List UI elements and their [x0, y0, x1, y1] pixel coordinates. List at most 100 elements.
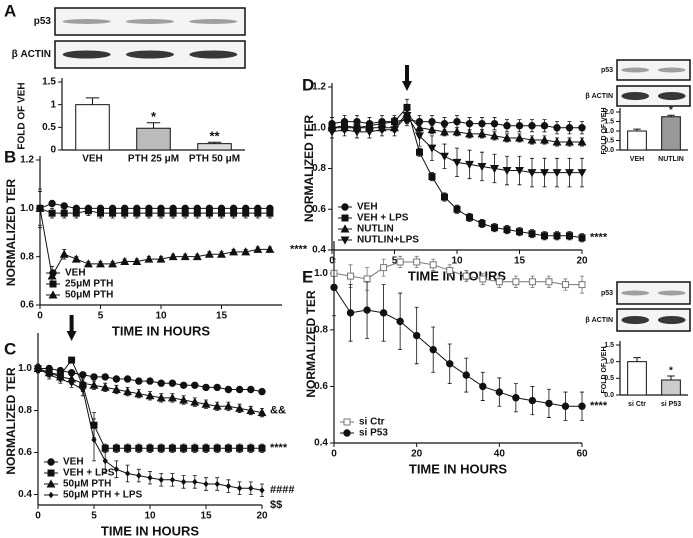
marker: [191, 381, 199, 389]
y-tick-label: 0.4: [312, 245, 326, 256]
x-tick-label: VEH: [630, 156, 644, 163]
marker: [396, 317, 404, 326]
marker: [540, 169, 549, 178]
marker: [440, 152, 449, 161]
marker: [157, 379, 165, 387]
significance: ####: [270, 484, 294, 496]
blot-band: [657, 92, 686, 100]
error-bar: [667, 114, 675, 117]
marker: [429, 261, 437, 269]
y-tick-label: 1.5: [604, 118, 614, 125]
marker: [462, 371, 470, 379]
marker: [465, 160, 474, 170]
marker: [453, 117, 461, 126]
marker: [83, 259, 93, 268]
legend-marker: [340, 224, 350, 233]
marker: [540, 122, 549, 130]
marker: [465, 129, 474, 138]
significance: *: [669, 366, 673, 377]
blot-band: [125, 50, 175, 59]
bar: [627, 361, 647, 396]
marker: [236, 484, 243, 492]
blot-label: p53: [601, 67, 613, 74]
marker: [490, 165, 499, 174]
marker: [204, 249, 214, 258]
y-tick-label: 0.6: [18, 447, 32, 458]
x-tick-label: 10: [451, 256, 463, 267]
x-axis-label: TIME IN HOURS: [409, 461, 508, 476]
legend-label: VEH + LPS: [357, 213, 409, 224]
blot-band: [62, 19, 111, 24]
marker: [379, 309, 388, 317]
y-tick-label: 0.6: [314, 381, 328, 392]
marker: [193, 209, 201, 217]
marker: [340, 126, 349, 135]
marker: [552, 169, 562, 178]
marker: [466, 213, 473, 221]
error-bar: [633, 357, 641, 362]
marker: [363, 275, 371, 283]
marker: [167, 393, 177, 402]
marker: [97, 209, 104, 217]
marker: [516, 228, 523, 236]
blot-band: [657, 316, 686, 324]
marker: [168, 379, 177, 387]
marker: [413, 258, 421, 266]
marker: [446, 360, 454, 368]
x-tick-label: 60: [576, 449, 588, 460]
marker: [230, 209, 238, 217]
blot-band: [657, 290, 686, 296]
legend-label: 50μM PTH: [63, 479, 111, 490]
blot: [616, 281, 691, 305]
marker: [80, 386, 86, 393]
marker: [440, 119, 449, 128]
legend-label: VEH: [63, 457, 84, 468]
marker: [123, 386, 133, 396]
legend-marker: [341, 203, 349, 211]
marker: [35, 203, 45, 212]
significance: *: [151, 109, 157, 124]
panel-letter: B: [4, 147, 16, 166]
marker: [495, 388, 504, 396]
blot-band: [621, 92, 650, 100]
significance: ****: [270, 442, 288, 454]
marker: [515, 167, 524, 176]
y-tick-label: 2.0: [604, 109, 614, 116]
significance: $$: [270, 499, 282, 511]
marker: [145, 391, 155, 400]
marker: [48, 199, 56, 208]
marker: [561, 402, 570, 410]
marker: [266, 209, 274, 217]
marker: [192, 252, 202, 261]
marker: [135, 377, 143, 385]
marker: [477, 162, 487, 172]
legend-label: si P53: [359, 428, 388, 439]
x-tick-label: 20: [411, 449, 423, 460]
blot: [616, 59, 691, 81]
legend-label: 50μM PTH: [65, 290, 113, 301]
marker: [453, 205, 461, 213]
x-tick-label: 10: [155, 311, 167, 322]
error-bar: [85, 97, 100, 105]
marker: [427, 125, 437, 134]
legend-marker: [47, 469, 55, 477]
x-tick-label: 5: [98, 311, 104, 322]
marker: [59, 249, 69, 258]
bar: [136, 127, 171, 151]
marker: [565, 137, 574, 146]
marker: [181, 209, 189, 217]
y-tick-label: 0.0: [604, 147, 614, 154]
blot-band: [189, 50, 238, 59]
x-tick-label: 5: [91, 511, 97, 522]
marker: [35, 365, 41, 372]
marker: [254, 209, 262, 217]
marker: [57, 375, 64, 383]
marker: [540, 135, 549, 144]
marker: [241, 247, 251, 256]
x-axis-label: TIME IN HOURS: [408, 268, 507, 283]
blot-band: [125, 19, 175, 24]
marker: [218, 209, 225, 217]
marker: [235, 385, 244, 394]
y-tick-label: 0: [50, 145, 56, 156]
